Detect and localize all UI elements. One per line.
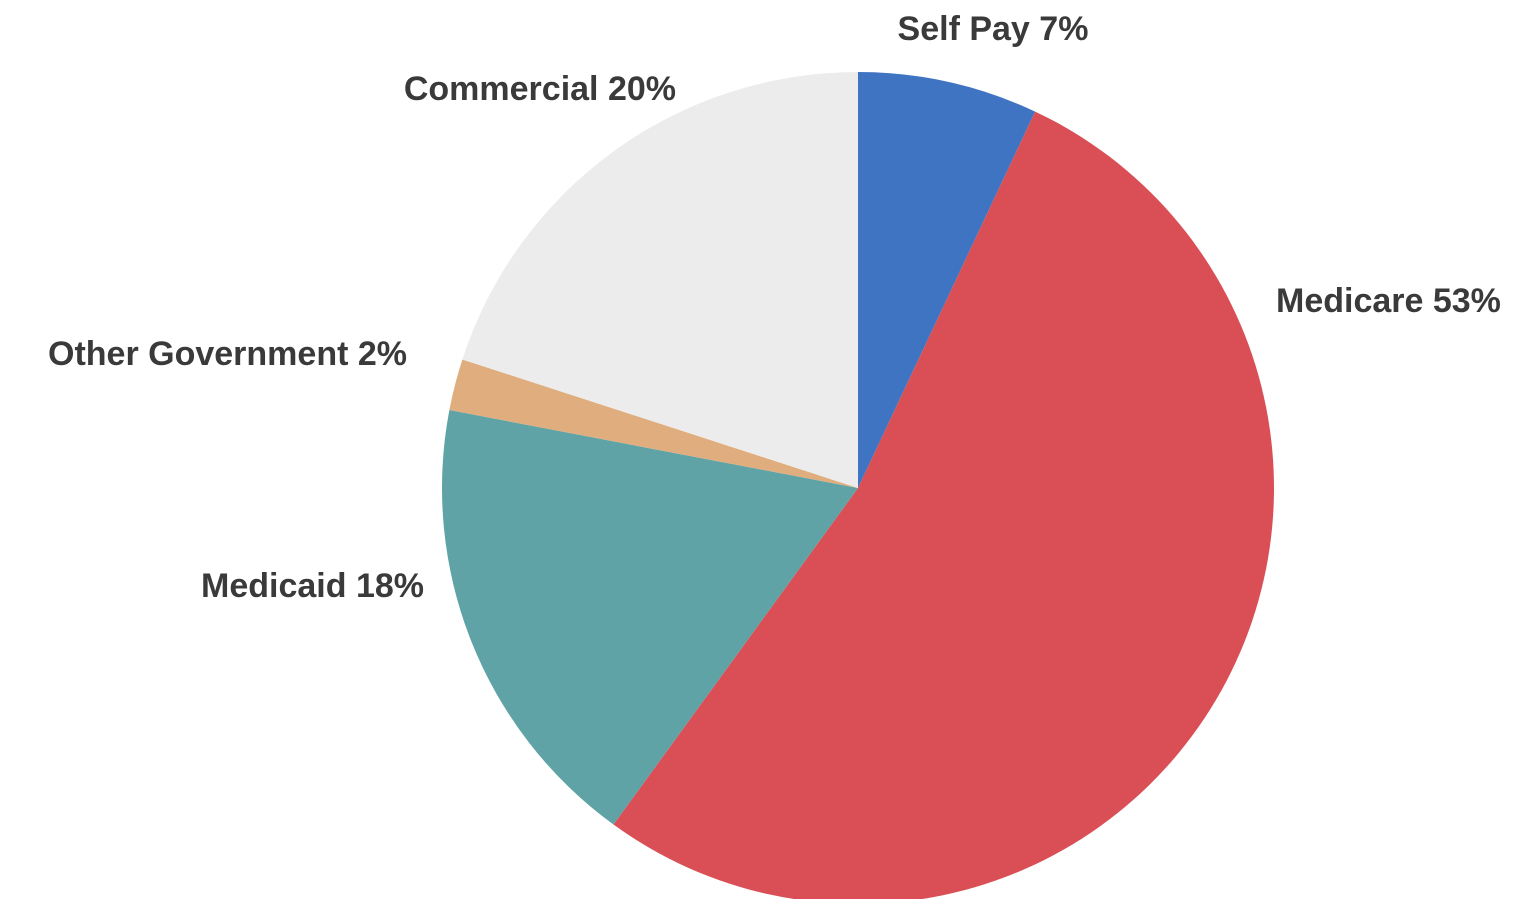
slice-label-medicaid: Medicaid 18% xyxy=(201,567,424,605)
pie-slice-medicaid xyxy=(442,410,858,825)
pie-slice-self-pay xyxy=(858,72,1036,488)
slice-label-other-government: Other Government 2% xyxy=(48,335,407,373)
slice-label-commercial: Commercial 20% xyxy=(404,70,676,108)
pie-slice-other-government xyxy=(449,359,858,488)
pie-slice-medicare xyxy=(613,111,1274,899)
slice-label-self-pay: Self Pay 7% xyxy=(898,10,1089,48)
pie-slice-commercial xyxy=(462,72,858,488)
slice-label-medicare: Medicare 53% xyxy=(1276,282,1501,320)
pie-labels: Self Pay 7% Medicare 53% Medicaid 18% Other… xyxy=(48,10,1501,605)
pie-slices xyxy=(442,72,1274,899)
